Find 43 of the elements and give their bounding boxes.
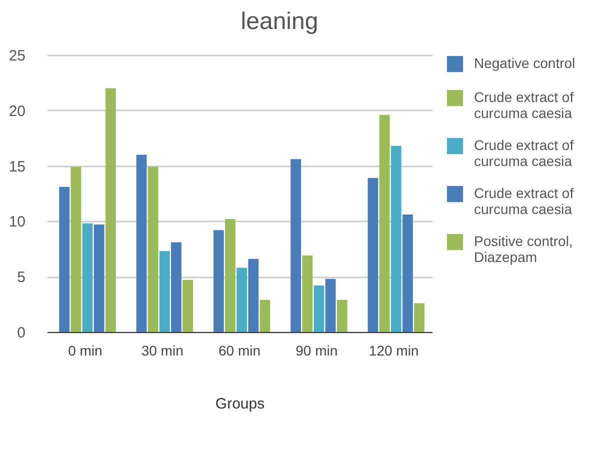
bar bbox=[182, 280, 194, 332]
legend-label: Negative control bbox=[474, 55, 576, 71]
legend-label: Crude extract of curcuma caesia bbox=[474, 89, 574, 121]
x-tick-label: 60 min bbox=[218, 342, 261, 358]
legend-label: Positive control, Diazepam bbox=[474, 233, 573, 265]
bar bbox=[148, 166, 158, 332]
bar bbox=[171, 242, 182, 332]
y-tick-label: 0 bbox=[17, 324, 26, 342]
bar bbox=[225, 218, 236, 332]
bar bbox=[248, 258, 259, 332]
x-tick-label: 120 min bbox=[368, 342, 419, 358]
bar bbox=[159, 251, 170, 332]
bar bbox=[390, 146, 402, 332]
y-tick-label: 10 bbox=[8, 214, 26, 231]
bar bbox=[325, 278, 336, 332]
legend-label: Crude extract of curcuma caesia bbox=[474, 137, 574, 169]
y-tick-label: 5 bbox=[17, 269, 26, 286]
x-tick-label: 30 min bbox=[141, 342, 184, 358]
bar bbox=[302, 256, 313, 332]
bar bbox=[414, 303, 424, 332]
bar bbox=[136, 154, 147, 332]
legend-label: Crude extract of curcuma caesia bbox=[474, 185, 574, 217]
bar bbox=[70, 166, 82, 332]
y-tick-label: 15 bbox=[8, 158, 26, 176]
bar bbox=[213, 230, 224, 332]
bar bbox=[236, 268, 248, 332]
bar bbox=[59, 186, 70, 332]
bar bbox=[105, 88, 116, 332]
x-axis-title: Groups bbox=[215, 396, 265, 412]
bar bbox=[368, 178, 378, 332]
bar bbox=[314, 285, 324, 332]
x-tick-label: 90 min bbox=[296, 342, 338, 358]
chart-title: leaning bbox=[240, 8, 318, 35]
y-tick-label: 20 bbox=[8, 102, 26, 120]
bar bbox=[94, 224, 104, 332]
bar bbox=[260, 300, 270, 332]
bar bbox=[290, 159, 302, 332]
bar bbox=[336, 300, 348, 332]
x-tick-label: 0 min bbox=[68, 342, 102, 358]
bar bbox=[379, 114, 390, 332]
bar bbox=[82, 223, 93, 332]
bar bbox=[402, 214, 413, 332]
y-tick-label: 25 bbox=[8, 48, 26, 64]
